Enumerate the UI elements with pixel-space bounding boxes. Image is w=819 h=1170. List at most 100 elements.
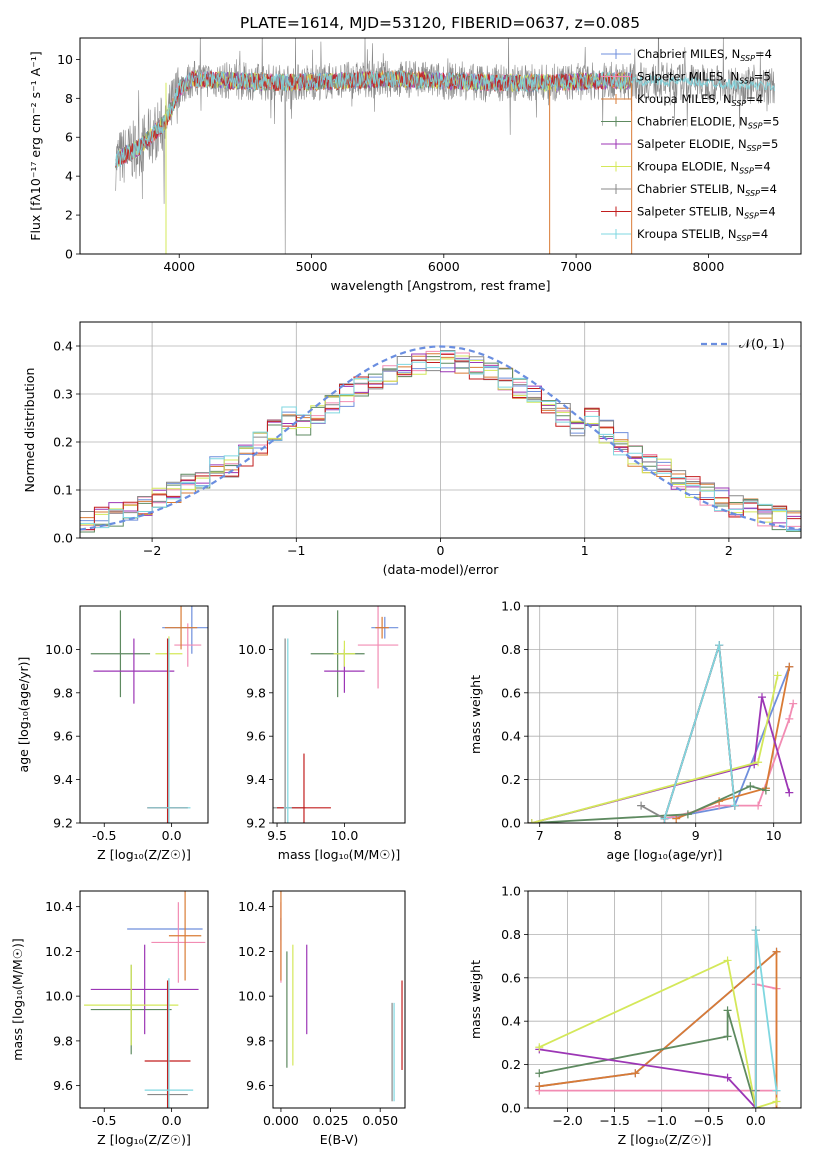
y-tick-label: 9.8 (246, 685, 266, 700)
y-tick-label: 1.0 (501, 599, 521, 614)
y-tick-label: 0.8 (501, 642, 521, 657)
y-tick-label: 0.2 (501, 1057, 521, 1072)
legend-suffix: =5 (763, 115, 780, 129)
weight-point-marker (785, 662, 794, 671)
weight-point-marker (785, 788, 794, 797)
y-tick-label: 9.6 (246, 1078, 266, 1093)
y-tick-label: 0.4 (53, 339, 73, 354)
x-tick-label: 7 (536, 828, 544, 843)
legend-suffix: =4 (754, 160, 771, 174)
histogram-step-line (80, 350, 801, 538)
x-tick-label: 0.0 (162, 828, 182, 843)
legend-suffix: =5 (761, 137, 778, 151)
legend-label: Chabrier MILES, NSSP=4 (637, 47, 772, 63)
y-tick-label: 2 (65, 208, 73, 223)
weight-line (531, 785, 767, 823)
histogram-step-line (80, 350, 801, 538)
x-axis-label: (data-model)/error (383, 562, 500, 577)
y-tick-label: 0.2 (501, 772, 521, 787)
y-tick-label: 10.0 (45, 642, 73, 657)
y-tick-label: 9.6 (246, 729, 266, 744)
y-tick-label: 9.6 (53, 729, 73, 744)
y-tick-label: 10 (57, 52, 73, 67)
weight-line (539, 949, 778, 1108)
y-tick-label: 9.4 (53, 772, 73, 787)
plot-area (273, 606, 399, 823)
y-tick-label: 9.8 (246, 1033, 266, 1048)
y-tick-label: 9.2 (53, 816, 73, 831)
x-axis-label: Z [log₁₀(Z/Z☉)] (97, 847, 191, 862)
weight-line (663, 644, 736, 819)
weight-point-marker (773, 671, 782, 680)
legend-subscript: SSP (740, 54, 755, 63)
y-axis-label: mass weight (468, 675, 483, 754)
y-tick-label: 8 (65, 91, 73, 106)
legend-label: Salpeter ELODIE, NSSP=5 (637, 137, 778, 153)
x-axis-label: E(B-V) (320, 1132, 359, 1147)
y-tick-label: 10.4 (45, 899, 73, 914)
y-tick-label: 0.1 (53, 483, 73, 498)
legend-subscript: SSP (737, 234, 752, 243)
y-axis-label: Normed distribution (22, 368, 37, 493)
legend-suffix: =4 (746, 92, 763, 106)
weight-point-marker (772, 1097, 781, 1106)
y-tick-label: 10.4 (238, 899, 266, 914)
legend-suffix: =4 (759, 205, 776, 219)
weight-point-marker (715, 641, 724, 650)
legend-subscript: SSP (745, 189, 760, 198)
y-tick-label: 9.4 (246, 772, 266, 787)
weight-line (539, 1048, 757, 1108)
y-tick-label: 10.0 (45, 989, 73, 1004)
axes-frame (527, 890, 802, 1109)
y-tick-label: 1.0 (501, 884, 521, 899)
x-tick-label: 4000 (163, 259, 195, 274)
plot-area (528, 641, 798, 823)
figure-title: PLATE=1614, MJD=53120, FIBERID=0637, z=0… (240, 14, 640, 32)
y-axis-label: mass [log₁₀(M/M☉)] (10, 938, 25, 1060)
y-axis-label: mass weight (468, 960, 483, 1039)
axes-frame (527, 605, 802, 824)
y-tick-label: 9.2 (246, 816, 266, 831)
weight-line (531, 675, 779, 823)
x-tick-label: −2 (143, 543, 161, 558)
weight-line (531, 696, 791, 823)
x-tick-label: −1.5 (599, 1113, 629, 1128)
weight-line (538, 959, 777, 1108)
x-axis-label: mass [log₁₀(M/M☉)] (278, 847, 400, 862)
weight-point-marker (754, 758, 763, 767)
weight-point-marker (535, 1082, 544, 1091)
x-tick-label: 1 (581, 543, 589, 558)
legend-subscript: SSP (732, 99, 747, 108)
y-tick-label: 9.8 (53, 685, 73, 700)
y-tick-label: 0.0 (53, 531, 73, 546)
legend-subscript: SSP (747, 144, 762, 153)
residuals-panel: −2 −1 0 1 2 0.0 0.1 0.2 0.3 0.4 (data-model)/error… (22, 321, 802, 577)
spectrum-panel: 4000 5000 6000 7000 8000 0 2 4 6 8 10 wavelength [A… (28, 37, 802, 293)
y-tick-label: 0 (65, 247, 73, 262)
plot-area (115, 38, 775, 254)
weight-line (675, 666, 791, 820)
weight-point-marker (535, 1069, 544, 1078)
weight-point-marker (761, 786, 770, 795)
mass-vs-ebv-panel: 0.000 0.025 0.050 9.6 9.8 10.0 10.2 10.4 E(B-V) (238, 890, 406, 1147)
x-tick-label: 5000 (296, 259, 328, 274)
y-tick-label: 10.0 (238, 989, 266, 1004)
x-axis-label: Z [log₁₀(Z/Z☉)] (97, 1132, 191, 1147)
x-tick-label: 10.0 (330, 828, 358, 843)
legend-label: Kroupa ELODIE, NSSP=4 (637, 160, 771, 176)
legend-label: Chabrier ELODIE, NSSP=5 (637, 115, 779, 131)
weight-point-marker (746, 782, 755, 791)
y-axis-label: age [log₁₀(age/yr)] (16, 657, 31, 773)
weight-point-marker (751, 926, 760, 935)
weight-point-marker (672, 814, 681, 823)
weight-point-marker (683, 810, 692, 819)
y-tick-label: 10.0 (238, 642, 266, 657)
y-tick-label: 0.6 (501, 970, 521, 985)
plot-area (84, 891, 206, 1108)
weight-point-marker (758, 693, 766, 702)
mass-weight-vs-age-panel: 7 8 9 10 0.0 0.2 0.4 0.6 0.8 1.0 age [log₁₀(age/yr… (468, 599, 802, 862)
weight-point-marker (660, 814, 669, 823)
y-tick-label: 0.6 (501, 685, 521, 700)
gaussian-curve (80, 345, 801, 531)
